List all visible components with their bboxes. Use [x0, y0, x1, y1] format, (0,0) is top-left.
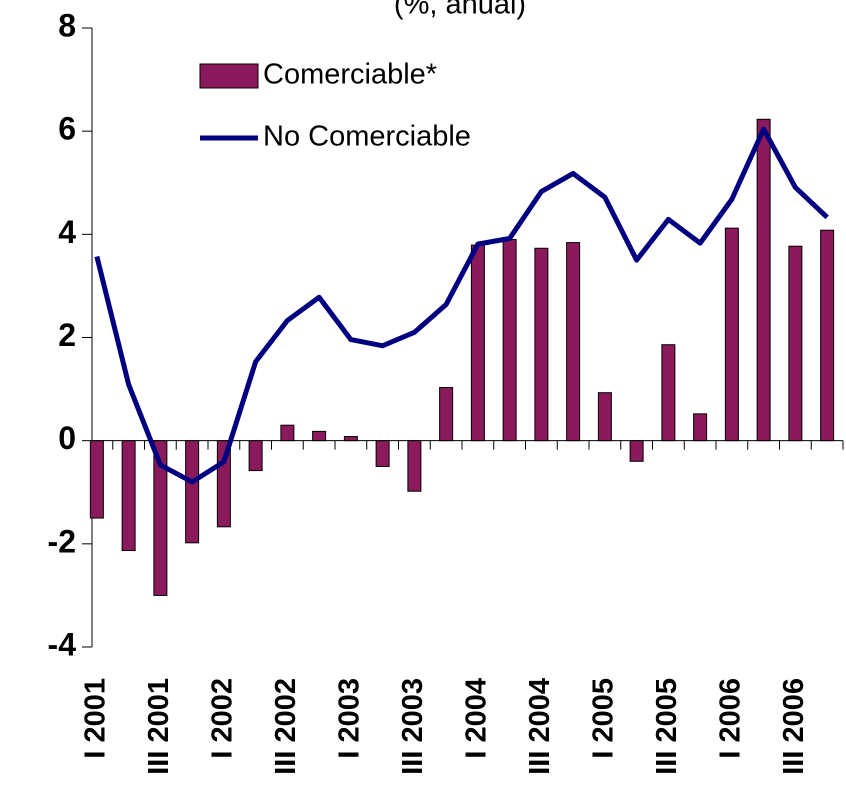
x-tick-label: I 2006: [715, 678, 747, 759]
x-tick-label: III 2005: [651, 678, 683, 775]
y-tick-label: 0: [58, 420, 76, 456]
bar: [756, 118, 771, 442]
x-tick-label: I 2003: [334, 678, 366, 759]
bar: [153, 440, 168, 596]
bar: [185, 440, 200, 544]
x-tick-label: I 2004: [461, 678, 493, 759]
x-tick-label: III 2002: [270, 678, 302, 775]
bar: [375, 440, 390, 467]
x-tick-label: I 2001: [80, 678, 112, 759]
bar: [312, 430, 327, 442]
bar: [280, 424, 295, 442]
x-tick-label: I 2002: [207, 678, 239, 759]
x-tick-label: III 2003: [397, 678, 429, 775]
bar: [661, 344, 676, 442]
bar: [439, 387, 454, 442]
bar: [343, 436, 358, 442]
y-tick-label: -2: [48, 523, 76, 559]
bar: [248, 440, 263, 472]
bar: [407, 440, 422, 492]
line: [94, 126, 829, 485]
bar: [788, 245, 803, 442]
y-tick-label: 4: [58, 214, 76, 250]
bar: [566, 242, 581, 442]
bar: [534, 247, 549, 442]
x-tick-label: III 2001: [143, 678, 175, 775]
x-tick-label: III 2006: [778, 678, 810, 775]
legend-label: No Comerciable: [263, 121, 471, 153]
x-tick-label: I 2005: [588, 678, 620, 759]
bar: [629, 440, 644, 462]
bar: [597, 392, 612, 442]
x-tick-label: III 2004: [524, 678, 556, 775]
bar: [470, 244, 485, 442]
legend-label: Comerciable*: [263, 59, 437, 91]
chart-title: (%, anual): [394, 0, 526, 21]
y-tick-label: 6: [58, 111, 76, 147]
bar: [89, 440, 104, 519]
bar: [502, 238, 517, 442]
bar: [820, 229, 835, 442]
bar: [693, 413, 708, 442]
y-tick-label: 8: [58, 7, 76, 43]
y-tick-label: -4: [48, 626, 77, 662]
y-tick-label: 2: [58, 317, 76, 353]
bar: [724, 227, 739, 442]
legend-swatch: [199, 63, 259, 89]
bar: [121, 440, 136, 552]
